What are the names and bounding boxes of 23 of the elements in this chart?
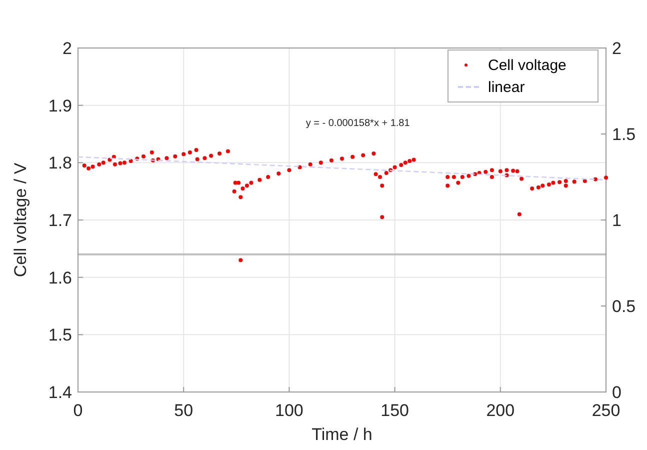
y2-tick-label: 0 — [612, 383, 622, 402]
x-axis-title: Time / h — [312, 425, 372, 444]
y2-tick-label: 1.5 — [612, 125, 636, 144]
y-tick-label: 2 — [62, 39, 72, 58]
x-tick-label: 200 — [486, 401, 515, 420]
x-tick-label: 100 — [275, 401, 304, 420]
y2-tick-label: 0.5 — [612, 297, 636, 316]
x-tick-label: 0 — [73, 401, 83, 420]
x-tick-label: 150 — [380, 401, 409, 420]
x-tick-label: 250 — [592, 401, 620, 420]
y-tick-label: 1.8 — [48, 154, 72, 173]
y-tick-label: 1.4 — [48, 383, 72, 402]
y2-tick-label: 2 — [612, 39, 622, 58]
y-tick-label: 1.7 — [48, 211, 72, 230]
y-tick-label: 1.9 — [48, 96, 72, 116]
annotation: y = - 0.000158*x + 1.81 — [306, 118, 410, 129]
y-axis-title: Cell voltage / V — [11, 162, 30, 278]
legend-label: Cell voltage — [488, 57, 566, 74]
x-tick-label: 50 — [174, 401, 194, 420]
y-tick-label: 1.6 — [48, 268, 72, 288]
legend-label: linear — [488, 79, 525, 96]
y2-tick-label: 1 — [612, 211, 622, 230]
y-tick-label: 1.5 — [48, 326, 72, 345]
